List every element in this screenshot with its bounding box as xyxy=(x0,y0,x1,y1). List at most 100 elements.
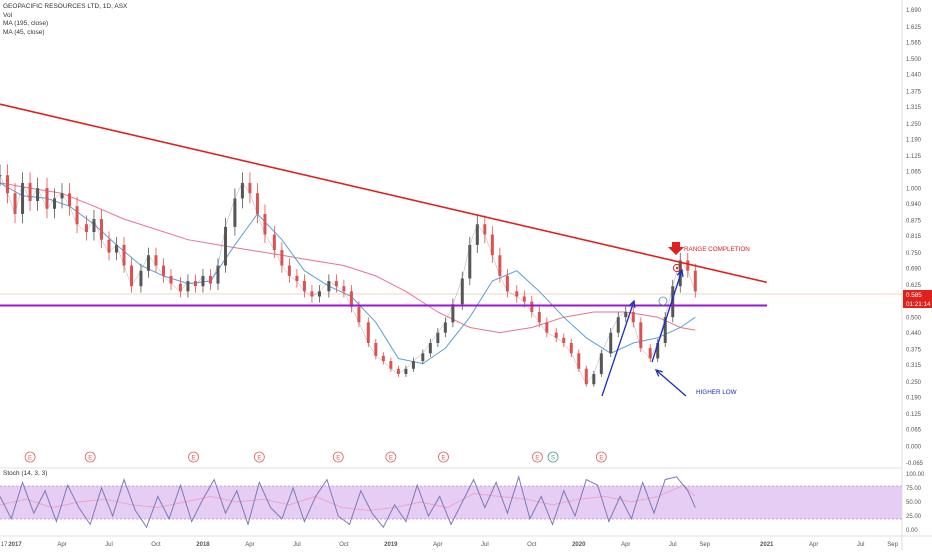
time-axis-label: Sep xyxy=(699,542,710,548)
impulse-arrow-1-head xyxy=(628,299,636,309)
stoch-axis-label: 50.00 xyxy=(906,500,922,506)
price-axis-label: 0.940 xyxy=(906,202,922,208)
price-bar-body xyxy=(178,283,182,292)
price-bar-body xyxy=(421,353,425,362)
earnings-marker-label: E xyxy=(441,455,445,461)
time-axis-label: Jul xyxy=(481,542,489,548)
price-bar-body xyxy=(475,224,479,245)
target-dot xyxy=(675,266,679,270)
legend-ma195: MA (195, close) xyxy=(3,20,49,28)
price-bar-body xyxy=(656,342,660,359)
price-bar-body xyxy=(389,361,393,369)
countdown-label: 01:21:14 xyxy=(906,301,931,308)
price-bar-body xyxy=(233,198,237,227)
time-axis-label: Oct xyxy=(527,542,537,548)
price-bar-body xyxy=(13,193,17,214)
stoch-title: Stoch (14, 3, 3) xyxy=(3,470,47,477)
price-axis-label: 0.690 xyxy=(906,266,922,272)
price-bar-body xyxy=(498,255,502,276)
price-bar-body xyxy=(295,275,299,282)
price-bar-body xyxy=(107,239,111,253)
resistance-trendline xyxy=(0,103,767,284)
time-axis-label: Jul xyxy=(857,542,865,548)
time-axis-label: 2020 xyxy=(572,542,586,548)
time-axis-label: Sep xyxy=(887,542,898,548)
price-bar-body xyxy=(366,322,370,343)
price-bar-body xyxy=(154,255,158,266)
time-axis-label: Apr xyxy=(809,542,818,548)
stoch-axis-label: 75.00 xyxy=(906,486,922,492)
price-bar-body xyxy=(357,306,361,323)
price-bar-body xyxy=(99,219,103,240)
time-axis-label: 2019 xyxy=(384,542,398,548)
price-bar-body xyxy=(327,281,331,292)
price-bar-body xyxy=(240,182,244,199)
time-axis-label: Jul xyxy=(105,542,113,548)
price-bar-body xyxy=(374,342,378,356)
range-completion-arrow xyxy=(668,242,684,255)
price-bar-body xyxy=(624,312,628,318)
price-bar-body xyxy=(648,348,652,359)
stoch-axis-label: 0.00 xyxy=(906,528,918,534)
price-axis-label: 0.625 xyxy=(906,283,922,289)
price-axis-label: 1.250 xyxy=(906,122,922,128)
time-axis-label: Jul xyxy=(293,542,301,548)
earnings-marker-label: E xyxy=(192,455,196,461)
time-axis-label: Apr xyxy=(57,542,66,548)
price-axis-label: 0.125 xyxy=(906,412,922,418)
higher-low-arrow-head xyxy=(654,369,663,377)
price-bar-body xyxy=(208,275,212,284)
price-close-line xyxy=(0,175,696,385)
price-axis-label: 1.690 xyxy=(906,8,922,14)
price-bar-body xyxy=(599,353,603,374)
price-bar-body xyxy=(92,219,96,232)
price-axis-label: 1.190 xyxy=(906,137,922,143)
earnings-marker xyxy=(84,451,96,463)
price-bar-body xyxy=(36,188,40,202)
price-bar-body xyxy=(569,342,573,354)
earnings-marker-label: E xyxy=(535,455,539,461)
price-bar-body xyxy=(161,265,165,276)
time-axis-label: 2021 xyxy=(760,542,774,548)
earnings-marker-label: E xyxy=(28,455,32,461)
price-bar-body xyxy=(68,193,72,207)
price-axis-label: 0.065 xyxy=(906,428,922,434)
price-bar-body xyxy=(436,332,440,343)
price-axis-label: 0.315 xyxy=(906,363,922,369)
price-bar-body xyxy=(396,368,400,374)
price-bar-body xyxy=(428,342,432,354)
price-axis-label: 1.000 xyxy=(906,186,922,192)
price-bar-body xyxy=(663,317,667,343)
price-bar-body xyxy=(193,281,197,287)
price-bar-body xyxy=(248,182,252,194)
price-bar-body xyxy=(84,224,88,232)
price-bar-body xyxy=(0,175,2,177)
earnings-marker-label: E xyxy=(88,455,92,461)
price-axis-label: 1.375 xyxy=(906,90,922,96)
price-bar-body xyxy=(639,322,643,349)
price-bar-body xyxy=(693,270,697,292)
earnings-marker xyxy=(532,451,543,463)
price-bar-body xyxy=(562,337,566,343)
price-axis-label: 1.625 xyxy=(906,25,922,31)
price-bar-body xyxy=(52,198,56,209)
dividend-marker xyxy=(547,451,559,463)
price-bar-body xyxy=(577,353,581,369)
earnings-marker xyxy=(438,451,449,463)
price-axis-label: 0.000 xyxy=(906,444,922,450)
price-bar-body xyxy=(28,182,32,202)
last-price-tag xyxy=(903,290,932,299)
price-bar-body xyxy=(505,275,509,292)
price-bar-body xyxy=(616,317,620,333)
price-bar-body xyxy=(515,291,519,297)
price-bar-body xyxy=(186,281,190,292)
price-axis-label: 0.875 xyxy=(906,219,922,225)
earnings-marker xyxy=(595,451,607,463)
price-bar-body xyxy=(686,260,690,271)
price-bar-body xyxy=(169,275,173,284)
price-axis-label: 0.500 xyxy=(906,315,922,321)
price-bar-body xyxy=(483,224,487,235)
price-bar-body xyxy=(21,182,25,214)
